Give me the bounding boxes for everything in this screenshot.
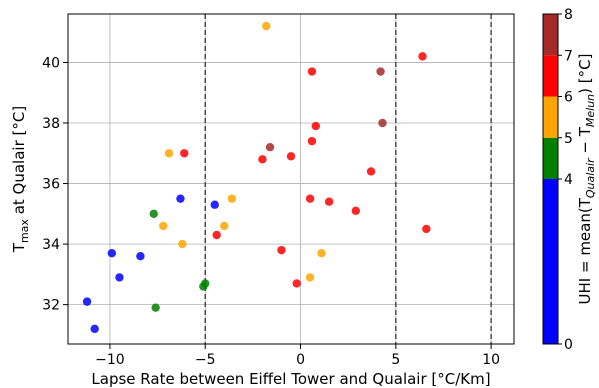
data-point bbox=[178, 239, 187, 249]
colorbar-band bbox=[543, 96, 558, 138]
colorbar: 0 4 5 6 7 8 bbox=[542, 7, 573, 353]
y-tick-label: 32 bbox=[42, 298, 60, 314]
data-point bbox=[151, 303, 160, 312]
data-point bbox=[317, 248, 326, 258]
y-tick-label: 34 bbox=[42, 237, 60, 253]
grid bbox=[68, 14, 514, 344]
data-point bbox=[90, 324, 99, 334]
data-point bbox=[305, 194, 315, 203]
data-point bbox=[292, 279, 301, 288]
x-tick-label: −5 bbox=[195, 352, 216, 368]
y-axis-label-symbol: T bbox=[10, 242, 28, 253]
data-point bbox=[210, 200, 219, 209]
y-tick-label: 38 bbox=[42, 116, 60, 132]
x-tick-label: 5 bbox=[391, 352, 400, 368]
x-tick-label: −10 bbox=[95, 352, 125, 368]
colorbar-tick-label: 0 bbox=[564, 337, 573, 353]
colorbar-band bbox=[543, 55, 558, 97]
data-point bbox=[220, 221, 229, 231]
reference-lines bbox=[204, 14, 492, 344]
data-points bbox=[82, 21, 431, 334]
y-tick-label: 36 bbox=[42, 177, 60, 193]
data-point bbox=[159, 221, 168, 231]
colorbar-band bbox=[543, 179, 558, 344]
data-point bbox=[265, 143, 275, 152]
x-tick-label: 10 bbox=[482, 352, 500, 368]
data-point bbox=[201, 279, 210, 288]
data-point bbox=[176, 194, 185, 203]
data-point bbox=[149, 209, 158, 219]
x-tick-label: 0 bbox=[296, 352, 305, 368]
colorbar-label-sub-1: Qualair bbox=[584, 157, 597, 198]
y-tick-label: 40 bbox=[42, 55, 60, 71]
x-axis-ticks: −10 −5 0 5 10 bbox=[95, 344, 500, 368]
data-point bbox=[115, 273, 124, 282]
colorbar-tick-label: 8 bbox=[564, 7, 573, 23]
data-point bbox=[378, 118, 387, 128]
colorbar-label-sub-2: Melun bbox=[584, 94, 597, 127]
colorbar-tick-label: 7 bbox=[564, 48, 573, 64]
x-axis-label: Lapse Rate between Eiffel Tower and Qual… bbox=[91, 370, 490, 388]
y-axis-ticks: 32 34 36 38 40 bbox=[42, 55, 68, 314]
data-point bbox=[258, 155, 267, 164]
data-point bbox=[212, 230, 221, 240]
colorbar-label-part-1: UHI = mean(T bbox=[576, 197, 594, 304]
data-point bbox=[324, 197, 334, 206]
data-point bbox=[164, 149, 174, 158]
data-point bbox=[180, 149, 189, 158]
data-point bbox=[227, 194, 237, 203]
data-point bbox=[286, 152, 296, 161]
data-point bbox=[307, 136, 317, 146]
data-point bbox=[107, 248, 117, 258]
data-point bbox=[307, 67, 317, 76]
data-point bbox=[376, 67, 385, 76]
data-point bbox=[366, 167, 376, 176]
colorbar-band bbox=[543, 137, 558, 179]
colorbar-label: UHI = mean(TQualair − TMelun) [°C] bbox=[576, 54, 597, 305]
colorbar-tick-label: 5 bbox=[564, 131, 573, 147]
data-point bbox=[351, 206, 361, 215]
data-point bbox=[136, 252, 145, 261]
data-point bbox=[311, 121, 320, 131]
colorbar-tick-label: 4 bbox=[564, 172, 573, 188]
y-axis-label: Tmax at Qualair [°C] bbox=[10, 106, 31, 253]
y-axis-label-subscript: max bbox=[18, 219, 31, 243]
data-point bbox=[82, 297, 92, 306]
plot-frame bbox=[67, 13, 515, 345]
colorbar-tick-label: 6 bbox=[564, 90, 573, 106]
data-point bbox=[277, 245, 286, 255]
y-axis-label-rest: at Qualair [°C] bbox=[10, 106, 28, 219]
data-point bbox=[305, 273, 315, 282]
colorbar-label-part-3: ) [°C] bbox=[576, 54, 594, 94]
colorbar-label-part-2: − T bbox=[576, 126, 594, 158]
data-point bbox=[422, 224, 431, 234]
data-point bbox=[418, 52, 427, 61]
data-point bbox=[262, 21, 271, 31]
colorbar-band bbox=[543, 14, 558, 56]
